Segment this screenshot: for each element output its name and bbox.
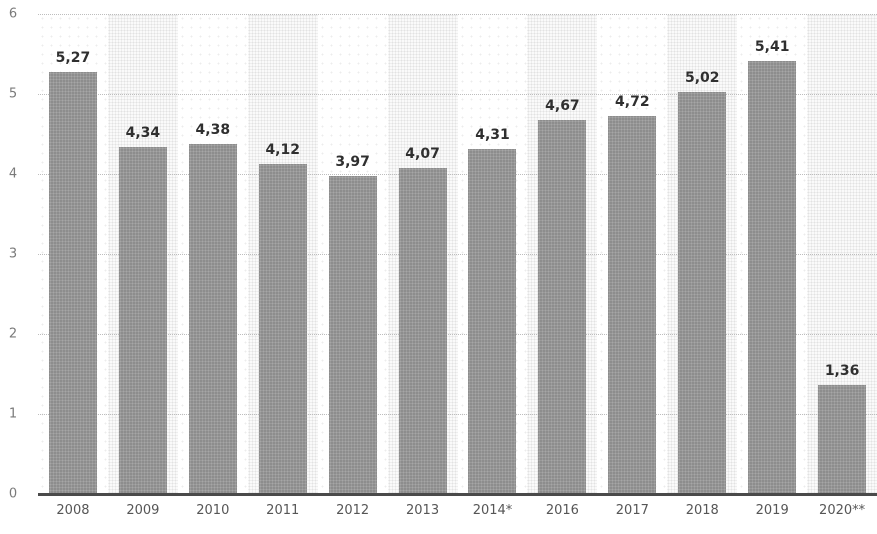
bar	[468, 149, 517, 494]
x-tick-label: 2017	[615, 503, 649, 518]
gridline	[38, 174, 877, 175]
x-axis-line	[38, 493, 877, 496]
value-label: 4,38	[195, 121, 231, 138]
value-label: 5,41	[754, 39, 790, 56]
x-tick-label: 2013	[406, 503, 440, 518]
value-label: 4,12	[265, 142, 300, 159]
y-tick-label: 2	[8, 326, 18, 342]
value-label: 4,67	[545, 98, 580, 115]
category-column: 5,02 2018	[667, 14, 738, 517]
gridline	[38, 414, 877, 415]
gridline	[38, 14, 877, 15]
bar	[328, 176, 377, 494]
x-tick-label: 2008	[56, 503, 90, 518]
x-tick-label: 2019	[755, 503, 789, 518]
x-tick-label: 2016	[545, 503, 579, 518]
y-tick-label: 6	[8, 6, 18, 22]
category-column: 5,27 2008	[38, 14, 108, 517]
y-tick-label: 0	[8, 486, 18, 502]
y-tick-label: 1	[8, 406, 18, 422]
category-column: 5,41 2019	[737, 14, 808, 517]
x-tick-label: 2012	[336, 503, 370, 518]
plot-area: 5,27 2008 4,34 2009 4,38 2010 4,12 2011 3,97 2012…	[38, 14, 877, 517]
y-tick-label: 5	[8, 86, 18, 102]
value-label: 4,31	[475, 127, 510, 144]
value-label: 4,72	[615, 94, 650, 111]
x-tick-label: 2014*	[472, 503, 513, 518]
value-label: 4,34	[125, 124, 161, 141]
bar	[188, 143, 237, 494]
y-tick-label: 3	[8, 246, 18, 262]
x-tick-label: 2020**	[819, 503, 866, 518]
x-tick-label: 2011	[266, 503, 300, 518]
gridline	[38, 94, 877, 95]
bar	[818, 385, 867, 494]
value-label: 5,27	[55, 50, 91, 67]
gridline	[38, 334, 877, 335]
x-tick-label: 2009	[126, 503, 160, 518]
x-tick-label: 2010	[196, 503, 230, 518]
bar	[538, 120, 587, 494]
value-label: 4,07	[405, 146, 440, 163]
bar	[398, 168, 447, 494]
bar	[748, 61, 797, 494]
bar	[608, 116, 657, 494]
bar	[258, 164, 307, 494]
gridline	[38, 254, 877, 255]
value-label: 5,02	[684, 70, 720, 87]
category-column: 4,72 2017	[597, 14, 668, 517]
y-tick-label: 4	[8, 166, 18, 182]
bar	[118, 146, 167, 494]
bar	[48, 72, 97, 494]
value-label: 1,36	[824, 363, 860, 380]
x-tick-label: 2018	[685, 503, 719, 518]
bar	[678, 92, 727, 494]
value-label: 3,97	[335, 154, 370, 171]
